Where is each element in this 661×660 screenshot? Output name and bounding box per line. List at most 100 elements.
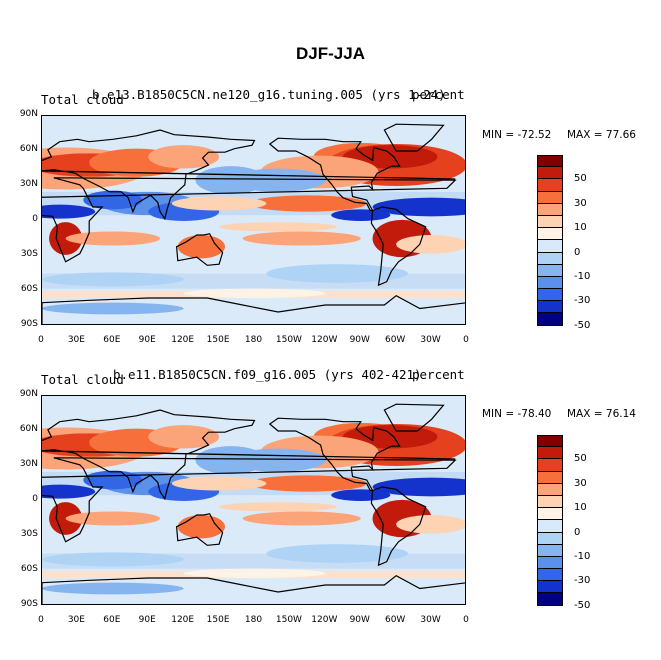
lat-tick-label: 60S — [20, 284, 38, 294]
colorbar-segment — [537, 435, 563, 448]
main-title: DJF-JJA — [296, 44, 365, 63]
colorbar-segment — [537, 228, 563, 241]
red-blob — [242, 511, 361, 526]
lon-tick-label: 180 — [244, 615, 263, 625]
red-blob — [171, 196, 267, 211]
colorbar-segment — [537, 447, 563, 460]
map-plot — [41, 395, 466, 605]
colorbar-segment — [537, 289, 563, 302]
colorbar-label: -30 — [574, 575, 591, 587]
red-blob — [219, 222, 338, 232]
colorbar-label: -50 — [574, 319, 591, 331]
lat-tick-label: 60N — [19, 144, 38, 154]
max-value: MAX = 76.14 — [567, 408, 636, 420]
lat-tick-label: 60N — [19, 424, 38, 434]
colorbar-label: 0 — [574, 526, 581, 538]
colorbar-segment — [537, 569, 563, 582]
contour-map — [42, 116, 465, 324]
coastline — [268, 137, 401, 212]
colorbar-label: 50 — [574, 173, 587, 185]
colorbar-segment — [537, 179, 563, 192]
coastline — [42, 129, 456, 221]
lon-tick-label: 120E — [171, 335, 195, 345]
coastline — [268, 417, 401, 492]
lat-tick-label: 30S — [20, 529, 38, 539]
lat-tick-label: 90N — [19, 389, 38, 399]
blue-blob — [42, 204, 96, 219]
panel-center-label: b.e13.B1850C5CN.ne120_g16.tuning.005 (yr… — [92, 87, 446, 102]
colorbar-segment — [537, 544, 563, 557]
lon-tick-label: 90W — [349, 335, 370, 345]
colorbar-label: 10 — [574, 502, 587, 514]
colorbar-segment — [537, 313, 563, 326]
colorbar-segment — [537, 155, 563, 168]
panel-left-label: Total cloud — [41, 372, 124, 387]
colorbar-label: 0 — [574, 246, 581, 258]
coastline — [175, 233, 224, 266]
lon-tick-label: 60W — [384, 335, 406, 345]
coastline — [42, 177, 457, 263]
colorbar-label: 30 — [574, 197, 587, 209]
blue-blob — [42, 582, 184, 595]
blue-blob — [42, 552, 184, 567]
lat-tick-label: 30N — [19, 179, 38, 189]
lon-tick-label: 120W — [311, 335, 338, 345]
blue-blob — [230, 448, 326, 472]
lat-tick-label: 0 — [32, 494, 38, 504]
colorbar-segment — [537, 495, 563, 509]
colorbar-segment — [537, 508, 563, 521]
panel-right-label: percent — [412, 87, 465, 102]
lon-tick-label: 30E — [67, 335, 85, 345]
red-blob — [396, 235, 465, 254]
colorbar-label: -30 — [574, 295, 591, 307]
lon-tick-label: 60W — [384, 615, 406, 625]
red-blob — [148, 145, 220, 169]
blue-blob — [266, 264, 408, 283]
lon-tick-label: 30W — [420, 335, 441, 345]
colorbar-segment — [537, 167, 563, 180]
panel-top: Total cloud b.e13.B1850C5CN.ne120_g16.tu… — [0, 84, 661, 364]
colorbar-segment — [537, 581, 563, 594]
coastline — [175, 513, 224, 546]
red-blob — [183, 568, 326, 578]
contour-map — [42, 396, 465, 604]
colorbar — [537, 435, 563, 606]
lat-tick-label: 30S — [20, 249, 38, 259]
panel-bottom: Total cloud b.e11.B1850C5CN.f09_g16.005 … — [0, 364, 661, 644]
panel-right-label: percent — [412, 367, 465, 382]
colorbar-label: -10 — [574, 551, 591, 562]
blue-blob — [331, 209, 391, 221]
lat-tick-label: 90N — [19, 109, 38, 119]
lon-tick-label: 120E — [171, 615, 195, 625]
coastline — [42, 409, 456, 501]
red-blob — [65, 511, 161, 526]
min-value: MIN = -72.52 — [482, 129, 552, 141]
lon-tick-label: 0 — [38, 615, 44, 625]
blue-blob — [372, 477, 465, 497]
colorbar-segment — [537, 459, 563, 472]
coastline — [42, 457, 457, 543]
lon-tick-label: 90E — [138, 615, 156, 625]
colorbar-label: 10 — [574, 222, 587, 234]
lon-tick-label: 150E — [206, 335, 230, 345]
coastline — [370, 486, 427, 567]
lat-tick-label: 30N — [19, 459, 38, 469]
colorbar-segment — [537, 203, 563, 216]
colorbar-segment — [537, 471, 563, 484]
coastline — [42, 294, 465, 324]
lon-tick-label: 60E — [103, 335, 121, 345]
red-blob — [183, 288, 326, 298]
coastline — [42, 574, 465, 604]
lon-tick-label: 30W — [420, 615, 441, 625]
blue-blob — [266, 544, 408, 563]
red-blob — [396, 515, 465, 534]
lon-tick-label: 180 — [244, 335, 263, 345]
lon-tick-label: 0 — [463, 335, 469, 345]
red-blob — [248, 195, 367, 212]
colorbar — [537, 155, 563, 326]
red-blob — [65, 231, 161, 246]
panel-center-label: b.e11.B1850C5CN.f09_g16.005 (yrs 402-421… — [113, 367, 422, 382]
lat-tick-label: 0 — [32, 214, 38, 224]
blue-blob — [42, 272, 184, 287]
max-value: MAX = 77.66 — [567, 129, 636, 141]
